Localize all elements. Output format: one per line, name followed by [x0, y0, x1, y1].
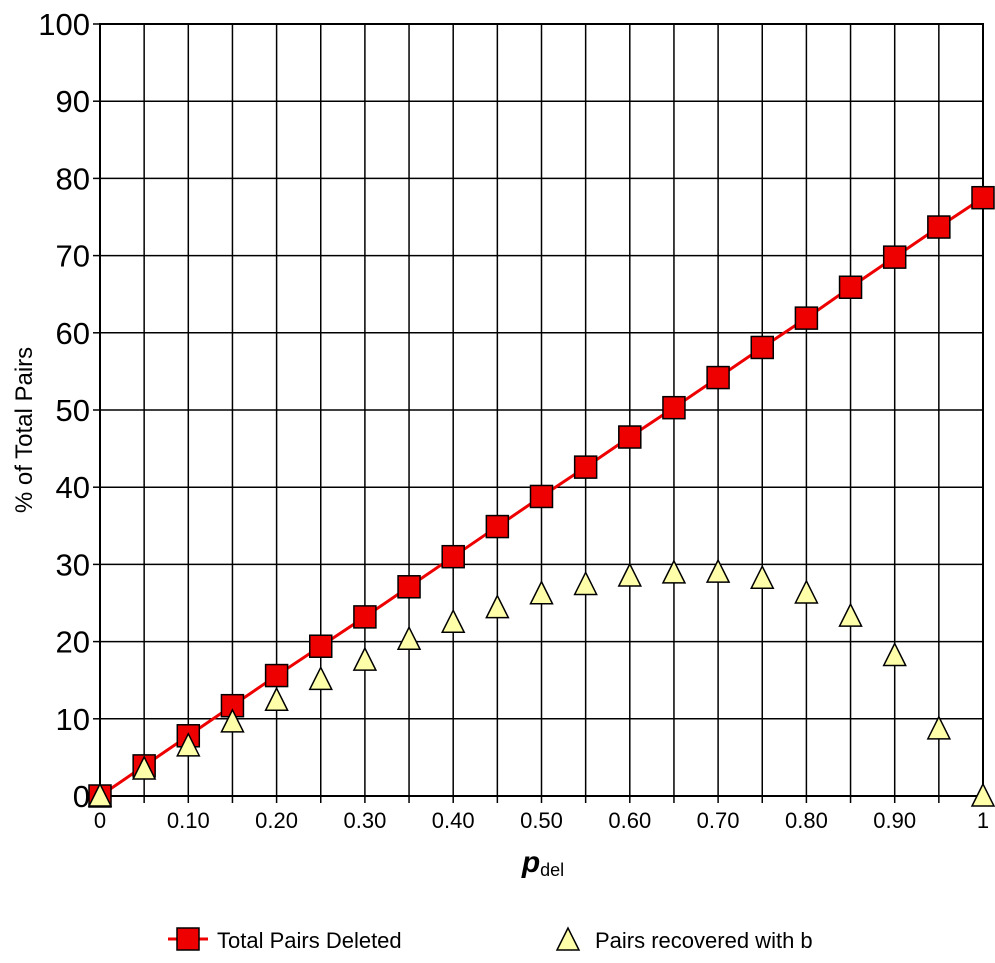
x-tick-label-0-70: 0.70	[697, 808, 740, 833]
x-axis-title: pdel	[521, 846, 564, 880]
data-point-pairs-recovered-with-b-3	[220, 708, 245, 733]
legend-marker-square	[176, 927, 200, 951]
data-point-pairs-recovered-with-b-15	[750, 564, 775, 590]
series-pairs-recovered-with-b	[87, 558, 995, 807]
data-point-pairs-recovered-with-b-19	[926, 715, 952, 740]
data-point-total-pairs-deleted-20	[971, 185, 995, 210]
data-point-pairs-recovered-with-b-13	[661, 559, 687, 584]
grid	[99, 23, 984, 797]
x-tick-label-0-90: 0.90	[873, 808, 916, 833]
data-point-pairs-recovered-with-b-17	[838, 602, 863, 627]
y-tick-label-100: 100	[38, 7, 90, 42]
legend-label-total-pairs-deleted: Total Pairs Deleted	[217, 928, 402, 953]
data-point-pairs-recovered-with-b-16	[794, 579, 819, 604]
x-tick-label-0: 0	[94, 808, 106, 833]
x-tick-label-0-80: 0.80	[785, 808, 828, 833]
data-point-pairs-recovered-with-b-11	[573, 570, 598, 596]
series	[87, 185, 995, 808]
legend-item-total-pairs-deleted: Total Pairs Deleted	[168, 927, 402, 953]
x-tick-label-0-30: 0.30	[343, 808, 386, 833]
y-tick-label-30: 30	[56, 547, 90, 582]
legend-marker-triangle	[555, 926, 581, 951]
x-tick-label-0-60: 0.60	[608, 808, 651, 833]
data-point-total-pairs-deleted-11	[573, 455, 598, 479]
data-point-total-pairs-deleted-7	[397, 575, 421, 599]
data-point-total-pairs-deleted-4	[264, 663, 289, 688]
data-point-total-pairs-deleted-8	[441, 544, 465, 569]
legend: Total Pairs Deleted Pairs recovered with…	[168, 926, 813, 953]
data-point-total-pairs-deleted-13	[662, 395, 686, 420]
y-tick-label-50: 50	[56, 393, 90, 428]
y-tick-label-10: 10	[56, 702, 90, 737]
x-tick-label-0-10: 0.10	[167, 808, 210, 833]
x-tick-label-0-50: 0.50	[520, 808, 563, 833]
data-point-total-pairs-deleted-15	[750, 335, 774, 360]
x-tick-label-0-40: 0.40	[432, 808, 475, 833]
data-point-pairs-recovered-with-b-10	[529, 580, 554, 605]
tick-labels: 0 0.10 0.20 0.30 0.40 0.50 0.60 0.70 0.80 0.90 101…	[38, 7, 989, 833]
data-point-total-pairs-deleted-18	[882, 245, 907, 269]
y-tick-label-80: 80	[56, 161, 90, 196]
data-point-total-pairs-deleted-5	[309, 634, 333, 658]
y-tick-label-70: 70	[56, 239, 90, 274]
x-tick-label-1: 1	[977, 808, 989, 833]
data-point-total-pairs-deleted-16	[794, 306, 819, 330]
data-point-pairs-recovered-with-b-5	[308, 665, 333, 691]
legend-item-pairs-recovered: Pairs recovered with b	[555, 926, 813, 953]
y-tick-label-20: 20	[56, 625, 90, 660]
y-tick-label-90: 90	[56, 84, 90, 119]
data-point-total-pairs-deleted-6	[353, 605, 377, 629]
x-axis-title-main: p	[521, 846, 540, 879]
data-point-pairs-recovered-with-b-14	[705, 558, 731, 583]
data-point-pairs-recovered-with-b-18	[882, 641, 907, 667]
data-point-pairs-recovered-with-b-9	[485, 593, 510, 619]
data-point-total-pairs-deleted-9	[485, 514, 510, 539]
data-point-pairs-recovered-with-b-20	[970, 782, 995, 807]
y-tick-label-40: 40	[56, 470, 90, 505]
data-point-pairs-recovered-with-b-7	[396, 625, 422, 651]
x-axis-title-subscript: del	[540, 860, 564, 880]
data-point-pairs-recovered-with-b-6	[352, 646, 378, 671]
data-point-total-pairs-deleted-10	[529, 484, 554, 509]
data-point-pairs-recovered-with-b-1	[131, 755, 157, 780]
data-point-pairs-recovered-with-b-0	[87, 782, 113, 807]
data-point-total-pairs-deleted-17	[838, 275, 863, 300]
data-point-pairs-recovered-with-b-2	[176, 732, 201, 757]
y-tick-label-0: 0	[73, 779, 90, 814]
y-axis-title: % of Total Pairs	[11, 347, 38, 513]
data-point-pairs-recovered-with-b-8	[440, 608, 466, 634]
data-point-total-pairs-deleted-14	[706, 365, 730, 390]
series-total-pairs-deleted	[88, 185, 995, 808]
axes	[93, 23, 984, 803]
x-tick-label-0-20: 0.20	[255, 808, 298, 833]
y-tick-label-60: 60	[56, 316, 90, 351]
data-point-pairs-recovered-with-b-12	[617, 562, 643, 587]
data-point-total-pairs-deleted-12	[618, 425, 642, 449]
data-point-total-pairs-deleted-19	[927, 215, 951, 239]
data-point-pairs-recovered-with-b-4	[264, 686, 289, 712]
legend-label-pairs-recovered: Pairs recovered with b	[595, 928, 813, 953]
